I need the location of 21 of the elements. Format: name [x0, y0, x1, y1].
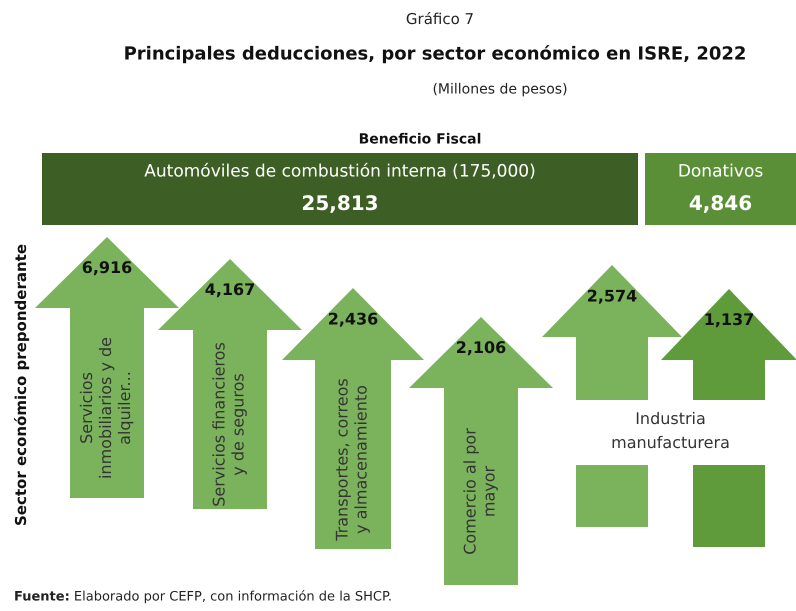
category-label: Comercio al por mayor: [460, 428, 499, 555]
data-label: 2,106: [456, 338, 506, 358]
category-label: Servicios financieros y de seguros: [210, 342, 248, 507]
category-label: Servicios inmobiliarios y de alquiler...: [77, 336, 134, 480]
data-label: 4,846: [688, 191, 752, 216]
data-label: 1,137: [704, 310, 754, 330]
category-label: Automóviles de combustión interna (175,000): [144, 161, 536, 182]
category-label: Transportes, correos y almacenamiento: [332, 378, 371, 542]
source-note: Fuente: Elaborado por CEFP, con información de la SHCP.: [14, 589, 392, 604]
data-label: 2,436: [328, 310, 378, 329]
text: Sector económico preponderante: [12, 244, 30, 526]
text: (Millones de pesos): [432, 82, 568, 98]
data-label: 2,574: [586, 286, 638, 306]
category-label: Donativos: [678, 161, 764, 182]
text: Principales deducciones, por sector económico en ISRE, 2022: [124, 44, 746, 65]
text: Beneficio Fiscal: [358, 132, 482, 148]
data-label: 4,167: [204, 280, 256, 300]
data-label: 6,916: [82, 258, 132, 278]
category-label: Industria manufacturera: [611, 409, 730, 452]
data-label: 25,813: [301, 191, 379, 216]
text: Gráfico 7: [406, 10, 474, 28]
